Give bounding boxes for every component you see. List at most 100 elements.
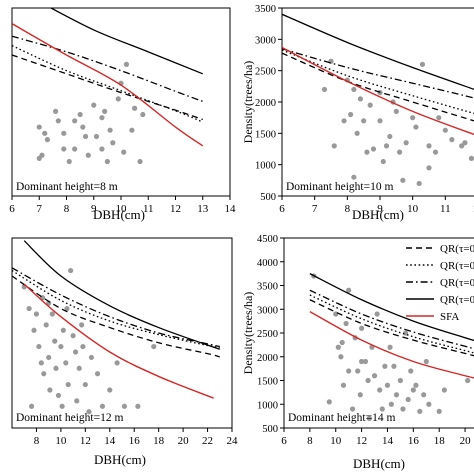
y-tick-label: 1500	[255, 129, 276, 140]
x-tick-label: 10	[330, 435, 342, 447]
y-tick-label: 4500	[257, 234, 278, 245]
y-tick-label: 500	[260, 192, 276, 203]
data-point	[379, 406, 385, 412]
series-line-3	[282, 48, 474, 99]
series-line-4	[23, 240, 220, 350]
y-tick-label: 2500	[257, 329, 278, 340]
series-line-2	[12, 45, 203, 123]
data-point	[91, 102, 97, 108]
plot-frame	[11, 237, 233, 429]
data-point	[397, 377, 403, 384]
data-point	[66, 158, 72, 165]
data-point	[423, 358, 429, 365]
data-point	[60, 327, 66, 333]
data-point	[346, 368, 352, 374]
x-tick-label: 10	[116, 203, 128, 215]
data-point	[140, 111, 146, 118]
plot-area	[12, 8, 204, 165]
series-line-4	[282, 13, 474, 90]
data-point	[370, 146, 377, 152]
x-tick-label: 8	[307, 435, 313, 447]
data-point	[393, 108, 399, 114]
plot-area	[309, 273, 474, 422]
y-tick-label: 2000	[257, 353, 278, 364]
panel-label: Dominant height=14 m	[288, 412, 395, 424]
data-point	[121, 403, 128, 409]
data-point	[442, 127, 448, 133]
y-tick-label: 500	[262, 424, 278, 435]
series-line-5	[309, 311, 474, 379]
data-point	[74, 398, 80, 404]
data-point	[85, 152, 91, 158]
data-point	[151, 343, 157, 350]
plot-frame	[11, 7, 231, 197]
data-point	[76, 365, 82, 371]
data-point	[367, 102, 373, 108]
data-point	[397, 149, 403, 155]
x-tick-label: 6	[279, 203, 285, 215]
data-point	[99, 403, 106, 409]
panel-label: Dominant height=8 m	[16, 181, 118, 193]
x-tick-label: 12	[80, 435, 91, 447]
data-point	[403, 140, 409, 146]
data-point	[53, 108, 59, 114]
data-point	[94, 371, 101, 377]
y-tick-label: 2000	[255, 98, 276, 109]
data-point	[388, 401, 394, 407]
chart-panel-4: 6 8 10 12 14 16 18 20 DBH(cm) 500 1000 1500 2000 2500…	[241, 234, 474, 471]
data-point	[413, 124, 419, 130]
plot-frame	[281, 7, 474, 197]
y-axis-label: Density(trees/ha)	[241, 292, 255, 375]
data-point	[340, 382, 347, 388]
series-line-1	[12, 54, 203, 121]
x-tick-label: 18	[153, 435, 165, 447]
data-point	[349, 406, 356, 412]
data-point	[129, 127, 135, 133]
x-tick-label: 16	[129, 435, 141, 447]
data-point	[80, 124, 86, 130]
y-tick-label: 2500	[255, 67, 276, 78]
series-line-2	[282, 49, 474, 115]
x-tick-label: 14	[382, 435, 394, 447]
x-tick-label: 9	[91, 203, 97, 215]
data-point	[410, 387, 416, 393]
data-point	[88, 354, 95, 361]
legend-label-5: SFA	[440, 311, 459, 323]
data-point	[86, 409, 92, 415]
series-line-4	[49, 8, 203, 75]
x-tick-label: 18	[434, 435, 446, 447]
data-point	[361, 118, 367, 124]
data-point	[72, 118, 78, 124]
x-tick-label: 6	[9, 203, 15, 215]
data-point	[426, 401, 432, 407]
y-tick-label: 3500	[257, 282, 278, 293]
x-tick-label: 14	[104, 435, 116, 447]
data-point	[93, 133, 100, 140]
data-point	[387, 344, 393, 350]
data-point	[338, 354, 344, 360]
data-point	[377, 387, 383, 393]
data-point	[47, 387, 53, 393]
data-point	[121, 149, 127, 155]
data-point	[79, 322, 85, 328]
data-point	[393, 392, 400, 398]
data-point	[468, 155, 474, 161]
data-point	[413, 382, 419, 388]
data-point	[365, 377, 371, 384]
data-point	[374, 311, 380, 317]
data-point	[61, 130, 67, 136]
data-point	[387, 133, 393, 140]
data-point	[43, 322, 49, 328]
x-tick-label: 11	[143, 203, 154, 215]
y-tick-label: 1000	[257, 400, 278, 411]
y-axis-label: Density(trees/ha)	[241, 61, 255, 144]
data-point	[419, 61, 426, 67]
data-point	[416, 180, 422, 187]
legend: QR(τ=0 QR(τ=0 QR(τ=0 QR(τ=0 SFA	[406, 243, 474, 323]
data-point	[383, 143, 390, 149]
data-point	[343, 320, 349, 327]
data-point	[331, 143, 337, 149]
chart-panel-1: 6 7 8 9 10 11 12 13 14 DBH(cm) Dominant height=8 m	[9, 7, 236, 222]
x-tick-label: 11	[440, 203, 451, 215]
